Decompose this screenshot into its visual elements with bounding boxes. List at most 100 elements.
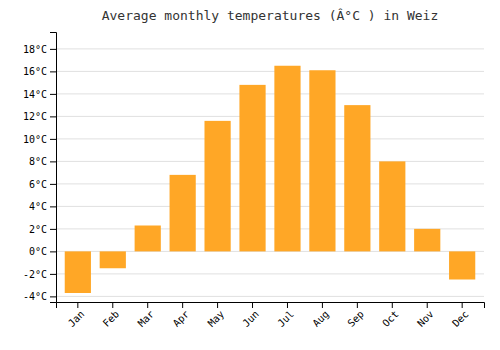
y-tick: -4°C: [23, 291, 56, 302]
x-tick-label: Mar: [136, 308, 157, 329]
y-tick: 10°C: [23, 134, 56, 145]
y-tick-label: 8°C: [29, 156, 47, 167]
y-tick-mark: [50, 274, 56, 275]
y-tick: 2°C: [29, 224, 56, 235]
bar: [344, 105, 370, 251]
y-tick-mark: [50, 251, 56, 252]
y-tick-mark: [50, 161, 56, 162]
x-tick-mark: [182, 302, 183, 308]
x-tick: Feb: [101, 302, 122, 329]
y-tick-label: 2°C: [29, 224, 47, 235]
bar: [379, 161, 405, 251]
grid-line: [56, 138, 484, 139]
bar: [274, 66, 300, 252]
bar: [135, 226, 161, 252]
x-tick-mark: [287, 302, 288, 308]
y-axis: -4°C -2°C 0°C 2°C 4°C 6°C 8°C 10°C 12°C 14°C 16°C 1…: [23, 33, 57, 303]
x-tick-mark: [392, 302, 393, 308]
x-tick-mark: [322, 302, 323, 308]
x-tick-label: Oct: [380, 308, 401, 329]
x-tick: Mar: [136, 302, 157, 329]
grid-line: [56, 206, 484, 207]
y-tick-label: 6°C: [29, 179, 47, 190]
chart: -4°C -2°C 0°C 2°C 4°C 6°C 8°C 10°C 12°C 14°C 16°C 1…: [0, 0, 500, 350]
y-tick-mark: [50, 49, 56, 50]
y-tick-mark: [50, 94, 56, 95]
y-tick-label: 10°C: [23, 134, 47, 145]
x-tick-mark: [427, 302, 428, 308]
y-tick-mark: [50, 206, 56, 207]
plot: -4°C -2°C 0°C 2°C 4°C 6°C 8°C 10°C 12°C 14°C 16°C 1…: [23, 33, 485, 329]
x-tick-label: Aug: [310, 308, 331, 329]
x-tick-mark: [77, 302, 78, 308]
x-axis: Jan Feb Mar Apr May Jun Jul Aug Sep Oct Nov Dec: [57, 302, 485, 329]
grid-line: [56, 161, 484, 162]
y-tick-label: 4°C: [29, 201, 47, 212]
y-tick: 8°C: [29, 156, 56, 167]
x-tick: Jan: [66, 302, 87, 329]
bar: [309, 70, 335, 251]
x-tick-label: Apr: [171, 308, 192, 329]
y-tick: 0°C: [29, 246, 56, 257]
x-tick: Sep: [345, 302, 366, 329]
y-tick-label: -2°C: [23, 269, 47, 280]
bar: [449, 251, 475, 279]
x-tick-label: May: [206, 308, 227, 329]
y-tick-label: 0°C: [29, 246, 47, 257]
bar: [65, 251, 91, 293]
grid-line: [56, 71, 484, 72]
y-tick-mark: [50, 184, 56, 185]
x-tick-mark: [112, 302, 113, 308]
grid-line: [56, 116, 484, 117]
y-tick-mark: [50, 139, 56, 140]
y-tick: 12°C: [23, 111, 56, 122]
grid-line: [56, 183, 484, 184]
x-tick-label: Sep: [345, 308, 366, 329]
x-tick: May: [206, 302, 227, 329]
y-tick: 4°C: [29, 201, 56, 212]
grid-line: [56, 296, 484, 297]
x-tick-mark: [462, 302, 463, 308]
grid-line: [56, 273, 484, 274]
y-tick-label: 14°C: [23, 89, 47, 100]
x-tick-mark: [252, 302, 253, 308]
bar: [100, 251, 126, 268]
x-tick-label: Feb: [101, 308, 122, 329]
y-tick-label: 12°C: [23, 111, 47, 122]
y-tick-label: 18°C: [23, 44, 47, 55]
y-tick-mark: [50, 71, 56, 72]
x-tick: Aug: [310, 302, 331, 329]
x-tick-mark: [217, 302, 218, 308]
title: Average monthly temperatures (Â°C ) in W…: [102, 8, 439, 23]
bars: [65, 66, 476, 293]
grid: [56, 49, 484, 297]
y-axis-line: [50, 33, 57, 303]
x-tick-mark: [357, 302, 358, 308]
bar: [239, 85, 265, 252]
x-axis-line: [57, 303, 485, 309]
y-tick-label: -4°C: [23, 291, 47, 302]
y-tick: 18°C: [23, 44, 56, 55]
x-tick-label: Nov: [415, 308, 436, 329]
y-tick-mark: [50, 296, 56, 297]
x-tick: Nov: [415, 302, 436, 329]
y-tick: -2°C: [23, 269, 56, 280]
x-tick-mark: [147, 302, 148, 308]
x-tick: Jun: [240, 302, 261, 329]
grid-line: [56, 48, 484, 49]
grid-line: [56, 93, 484, 94]
bar: [414, 229, 440, 252]
y-tick: 16°C: [23, 66, 56, 77]
y-tick-mark: [50, 229, 56, 230]
x-tick-label: Jun: [240, 308, 261, 329]
x-tick: Apr: [171, 302, 192, 329]
x-tick-label: Jul: [275, 308, 296, 329]
y-tick: 6°C: [29, 179, 56, 190]
x-tick: Dec: [450, 302, 471, 329]
bar: [170, 175, 196, 252]
bar: [204, 121, 230, 252]
x-tick-label: Dec: [450, 308, 471, 329]
x-tick: Oct: [380, 302, 401, 329]
x-tick-label: Jan: [66, 308, 87, 329]
y-tick-mark: [50, 116, 56, 117]
